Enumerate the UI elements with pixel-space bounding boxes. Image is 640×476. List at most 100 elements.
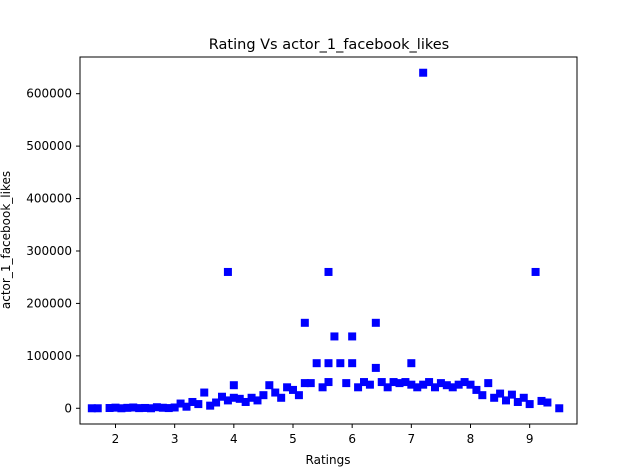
data-point	[229, 393, 238, 402]
data-point	[212, 398, 221, 407]
data-point	[129, 403, 138, 412]
data-point	[277, 393, 286, 402]
x-tick-label: 7	[408, 432, 416, 446]
y-tick-label: 300000	[26, 244, 72, 258]
data-point	[472, 385, 481, 394]
data-point	[164, 404, 173, 413]
data-point	[419, 380, 428, 389]
data-point	[407, 359, 416, 368]
data-point	[200, 388, 209, 397]
data-point	[354, 383, 363, 392]
data-point	[271, 388, 280, 397]
chart-title: Rating Vs actor_1_facebook_likes	[209, 37, 449, 53]
data-point	[223, 396, 232, 405]
y-axis-ticks: 0 100000 200000 300000 400000 500000 600000	[26, 87, 80, 415]
data-point	[543, 398, 552, 407]
data-point	[478, 391, 487, 400]
data-point	[194, 400, 203, 409]
data-point	[513, 397, 522, 406]
x-tick-label: 4	[230, 432, 238, 446]
data-point	[401, 378, 410, 387]
x-tick-label: 5	[289, 432, 297, 446]
data-point	[123, 403, 132, 412]
data-point	[324, 378, 333, 387]
plot-area-frame	[79, 56, 578, 425]
data-point	[294, 391, 303, 400]
data-point	[306, 379, 315, 388]
x-tick-label: 8	[467, 432, 475, 446]
data-point	[519, 393, 528, 402]
data-point	[105, 404, 114, 413]
data-point	[324, 359, 333, 368]
data-point	[531, 267, 540, 276]
data-point	[289, 385, 297, 394]
data-point	[348, 359, 357, 368]
data-point	[241, 397, 250, 406]
data-point	[300, 318, 309, 327]
data-point	[442, 381, 451, 390]
data-point	[312, 359, 321, 368]
data-point	[413, 383, 422, 392]
data-point	[348, 332, 357, 341]
data-point	[265, 381, 274, 390]
data-point	[419, 68, 428, 77]
x-tick-label: 6	[348, 432, 356, 446]
data-point	[188, 397, 197, 406]
data-point	[253, 396, 262, 405]
data-point	[454, 380, 463, 389]
data-point	[507, 390, 516, 399]
x-tick-label: 2	[112, 432, 120, 446]
data-point	[223, 267, 232, 276]
data-point	[259, 391, 268, 400]
data-point	[318, 383, 327, 392]
x-axis-label: Ratings	[306, 453, 351, 467]
data-point	[247, 393, 256, 402]
data-point	[141, 403, 150, 412]
y-tick-label: 400000	[26, 192, 72, 206]
data-point	[93, 404, 102, 413]
data-point	[176, 399, 185, 408]
data-point	[360, 378, 368, 387]
y-axis-label: actor_1_facebook_likes	[0, 171, 13, 309]
data-point	[158, 403, 167, 412]
y-tick-label: 600000	[26, 87, 72, 101]
data-point	[555, 404, 564, 413]
data-point	[330, 332, 339, 341]
data-point	[111, 403, 120, 412]
data-point	[235, 394, 244, 403]
data-point	[448, 383, 457, 392]
data-point	[87, 404, 96, 413]
data-point	[218, 392, 226, 401]
data-point	[371, 318, 380, 327]
data-point	[436, 379, 445, 388]
data-point	[484, 379, 493, 388]
y-tick-label: 500000	[26, 139, 72, 153]
data-point	[407, 380, 416, 389]
data-point	[431, 383, 439, 392]
data-point	[425, 378, 434, 387]
data-point	[336, 359, 345, 368]
data-point	[182, 402, 191, 411]
data-point	[496, 389, 505, 398]
data-point	[170, 403, 179, 412]
y-tick-label: 100000	[26, 349, 72, 363]
data-point	[117, 404, 126, 413]
data-point	[135, 404, 144, 413]
y-tick-label: 200000	[26, 296, 72, 310]
data-point	[525, 400, 534, 409]
data-point	[502, 396, 510, 405]
data-point	[395, 379, 404, 388]
data-point	[147, 404, 155, 413]
data-point	[371, 363, 380, 372]
data-point	[466, 380, 475, 389]
data-point	[383, 383, 392, 392]
x-tick-label: 9	[526, 432, 534, 446]
data-point	[490, 393, 499, 402]
data-point	[365, 380, 374, 389]
data-point	[283, 383, 292, 392]
data-point	[206, 401, 215, 410]
data-point	[324, 267, 333, 276]
data-point	[460, 378, 469, 387]
